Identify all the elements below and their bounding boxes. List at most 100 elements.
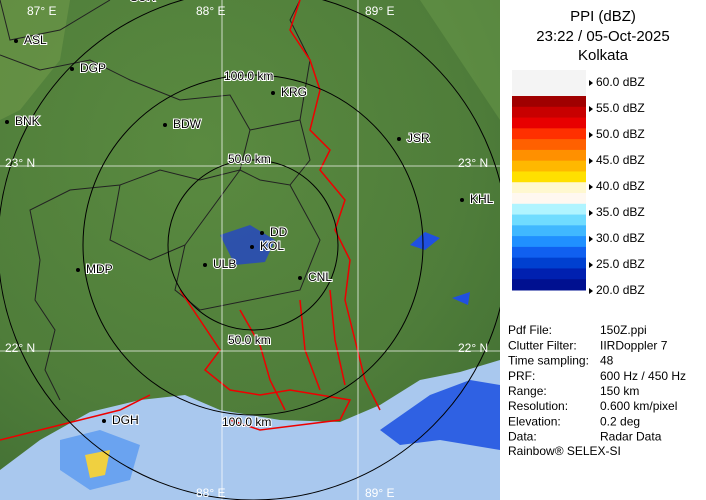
info-table: Pdf File: 150Z.ppi Clutter Filter: IIRDoppl… xyxy=(508,323,686,443)
place-label: KOL xyxy=(260,239,284,253)
timestamp: 23:22 / 05-Oct-2025 xyxy=(536,28,669,45)
echo xyxy=(85,450,110,478)
legend-panel: PPI (dBZ) 23:22 / 05-Oct-2025 Kolkata 60… xyxy=(508,8,686,458)
title: PPI (dBZ) xyxy=(570,8,636,25)
color-band xyxy=(512,225,586,237)
info-key: Clutter Filter: xyxy=(508,338,577,352)
range-labels: 100.0 km 50.0 km 50.0 km 100.0 km xyxy=(221,68,274,430)
graticule xyxy=(0,0,500,500)
grid-label: 87° E xyxy=(27,4,56,18)
color-band xyxy=(512,117,586,129)
info-key: Time sampling: xyxy=(508,354,589,368)
info-value: 600 Hz / 450 Hz xyxy=(600,369,686,383)
place-label: ULB xyxy=(213,257,236,271)
info-key: Range: xyxy=(508,384,547,398)
info-value: 150Z.ppi xyxy=(600,323,647,337)
scale-label: 50.0 dBZ xyxy=(596,127,645,141)
info-value: 0.600 km/pixel xyxy=(600,399,677,413)
place-dot xyxy=(260,231,264,235)
color-band xyxy=(512,257,586,269)
color-band xyxy=(512,128,586,140)
scale-label: 60.0 dBZ xyxy=(596,75,645,89)
tick-arrow xyxy=(589,184,593,190)
info-key: PRF: xyxy=(508,369,535,383)
place-dot xyxy=(102,419,106,423)
color-band xyxy=(512,203,586,216)
color-band xyxy=(512,268,586,280)
place-label: BNK xyxy=(15,114,40,128)
echo xyxy=(410,232,440,250)
tick-arrow xyxy=(589,210,593,216)
place-label: ASL xyxy=(24,33,47,47)
scale-label: 20.0 dBZ xyxy=(596,283,645,297)
info-value: 48 xyxy=(600,354,614,368)
grid-label: 89° E xyxy=(365,4,394,18)
place-dot xyxy=(460,198,464,202)
color-band xyxy=(512,171,586,183)
footer: Rainbow® SELEX-SI xyxy=(508,444,621,458)
color-band xyxy=(512,70,586,96)
range-label: 50.0 km xyxy=(228,333,271,347)
terrain xyxy=(0,0,70,120)
range-rings xyxy=(0,0,500,500)
color-band xyxy=(512,96,586,108)
info-value: 0.2 deg xyxy=(600,414,640,428)
place-dot xyxy=(298,276,302,280)
info-key: Pdf File: xyxy=(508,323,552,337)
place-dot xyxy=(5,120,9,124)
scale-label: 35.0 dBZ xyxy=(596,205,645,219)
info-key: Data: xyxy=(508,430,537,444)
scale-label: 25.0 dBZ xyxy=(596,257,645,271)
scale-labels: 60.0 dBZ 55.0 dBZ 50.0 dBZ 45.0 dBZ 40.0 dBZ… xyxy=(589,75,645,297)
color-band xyxy=(512,160,586,172)
map: 87° E 88° E 89° E 23° N 23° N 22° N 22° … xyxy=(0,0,500,500)
grid-labels: 87° E 88° E 89° E 23° N 23° N 22° N 22° … xyxy=(5,4,488,500)
districts xyxy=(0,0,321,401)
color-band xyxy=(512,139,586,151)
range-label: 100.0 km xyxy=(222,415,271,429)
site: Kolkata xyxy=(578,47,629,64)
color-band xyxy=(512,193,586,205)
info-key: Elevation: xyxy=(508,414,561,428)
place-label: KHL xyxy=(470,192,494,206)
grid-label: 22° N xyxy=(5,341,35,355)
tick-arrow xyxy=(589,106,593,112)
grid-label: 23° N xyxy=(458,156,488,170)
tick-arrow xyxy=(589,132,593,138)
range-label: 50.0 km xyxy=(228,152,271,166)
place-label: MDP xyxy=(86,262,113,276)
tick-arrow xyxy=(589,80,593,86)
place-label: SUR xyxy=(130,0,156,4)
place-label: DD xyxy=(270,225,288,239)
color-band xyxy=(512,149,586,162)
grid-label: 22° N xyxy=(458,341,488,355)
place-label: BDW xyxy=(173,117,202,131)
tick-arrow xyxy=(589,288,593,294)
place-label: DGP xyxy=(80,61,106,75)
terrain xyxy=(420,0,500,120)
echo xyxy=(220,225,275,265)
borders xyxy=(0,0,381,441)
color-band xyxy=(512,279,586,291)
color-band xyxy=(512,214,586,226)
place-dot xyxy=(14,39,18,43)
grid-label: 23° N xyxy=(5,156,35,170)
place-dot xyxy=(250,245,254,249)
color-band xyxy=(512,246,586,259)
grid-label: 89° E xyxy=(365,486,394,500)
scale-label: 45.0 dBZ xyxy=(596,153,645,167)
scale-label: 55.0 dBZ xyxy=(596,101,645,115)
color-bar xyxy=(512,70,586,291)
place-dot xyxy=(397,137,401,141)
color-band xyxy=(512,106,586,119)
place-dot xyxy=(76,268,80,272)
tick-arrow xyxy=(589,262,593,268)
place-label: KRG xyxy=(281,85,307,99)
range-label: 100.0 km xyxy=(224,69,273,83)
place-dot xyxy=(271,91,275,95)
info-value: Radar Data xyxy=(600,430,662,444)
place-dot xyxy=(203,263,207,267)
info-value: 150 km xyxy=(600,384,639,398)
